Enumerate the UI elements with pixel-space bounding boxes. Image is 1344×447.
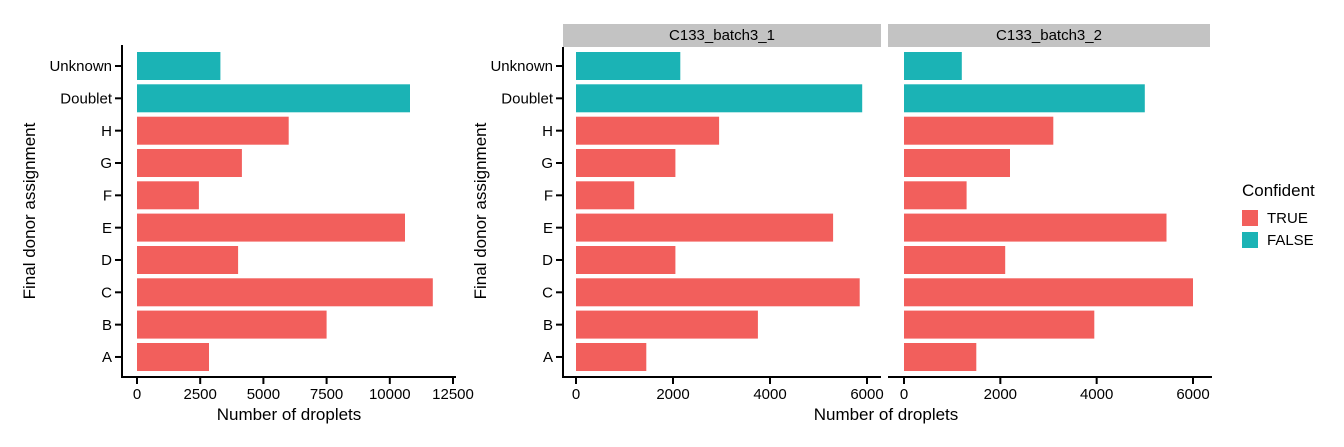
category-label: B	[102, 317, 112, 334]
x-tick-label: 12500	[432, 386, 474, 403]
facet-chart-x-axis-title: Number of droplets	[813, 405, 959, 424]
bar-e	[576, 213, 834, 242]
category-label: B	[543, 317, 553, 334]
category-label: G	[100, 155, 112, 172]
x-tick-label: 4000	[1080, 386, 1113, 403]
category-label: D	[101, 252, 112, 269]
x-tick-label: 7500	[310, 386, 343, 403]
legend-item-false: FALSE	[1242, 231, 1315, 249]
bar-c	[137, 278, 433, 307]
bar-doublet	[576, 84, 863, 113]
category-label: Doublet	[501, 91, 554, 108]
left-chart-panel: 0 2500 5000 7500 10000 12500 Unknown Doublet HGF…	[49, 45, 474, 403]
bar-d	[576, 246, 676, 274]
facet-strip-2: C133_batch3_2	[888, 24, 1210, 47]
category-label: H	[542, 123, 553, 140]
bar-a	[137, 343, 209, 371]
x-tick-label: 0	[133, 386, 141, 403]
x-tick-label: 0	[900, 386, 908, 403]
bar-b	[904, 310, 1095, 339]
x-tick-label: 10000	[369, 386, 411, 403]
x-tick-label: 5000	[247, 386, 280, 403]
category-label: Unknown	[490, 58, 553, 75]
legend: Confident TRUE FALSE	[1242, 181, 1315, 254]
legend-label-true: TRUE	[1267, 209, 1308, 227]
category-label: A	[543, 349, 553, 366]
bar-c	[904, 278, 1193, 307]
bar-unknown	[904, 52, 962, 80]
legend-title: Confident	[1242, 181, 1315, 200]
category-label: E	[102, 220, 112, 237]
bar-unknown	[576, 52, 681, 80]
legend-item-true: TRUE	[1242, 209, 1315, 227]
category-label: C	[542, 285, 553, 302]
category-label: H	[101, 123, 112, 140]
bar-g	[137, 149, 242, 177]
category-label: A	[102, 349, 112, 366]
bar-h	[137, 116, 289, 145]
bar-c	[576, 278, 860, 307]
category-label: C	[101, 285, 112, 302]
bar-d	[904, 246, 1006, 274]
facet-strip-1: C133_batch3_1	[563, 24, 881, 47]
category-label: Doublet	[60, 91, 113, 108]
bar-e	[137, 213, 405, 242]
left-chart-y-axis-title: Final donor assignment	[20, 122, 39, 300]
category-label: G	[541, 155, 553, 172]
x-tick-label: 6000	[1176, 386, 1209, 403]
x-tick-label: 4000	[753, 386, 786, 403]
x-tick-label: 6000	[850, 386, 883, 403]
left-chart-x-axis-title: Number of droplets	[216, 405, 362, 424]
bar-g	[576, 149, 676, 177]
x-tick-label: 2000	[656, 386, 689, 403]
category-label: F	[103, 188, 112, 205]
bar-f	[137, 181, 199, 210]
bar-f	[904, 181, 967, 210]
bar-f	[576, 181, 635, 210]
bar-doublet	[137, 84, 410, 113]
bar-h	[904, 116, 1054, 145]
x-tick-label: 2000	[984, 386, 1017, 403]
bar-d	[137, 246, 239, 274]
bar-g	[904, 149, 1010, 177]
bar-doublet	[904, 84, 1145, 113]
category-label: D	[542, 252, 553, 269]
category-label: F	[544, 188, 553, 205]
legend-swatch-true-icon	[1242, 210, 1258, 226]
facet-chart-y-axis-title: Final donor assignment	[471, 122, 490, 300]
bar-a	[576, 343, 647, 371]
x-tick-label: 0	[572, 386, 580, 403]
category-label: Unknown	[49, 58, 112, 75]
legend-label-false: FALSE	[1267, 231, 1314, 249]
bar-h	[576, 116, 720, 145]
facet-panel-2: 0 2000 4000 6000	[888, 52, 1212, 403]
bar-unknown	[137, 52, 221, 80]
category-label: E	[543, 220, 553, 237]
bar-e	[904, 213, 1167, 242]
bar-a	[904, 343, 977, 371]
bar-b	[576, 310, 758, 339]
legend-swatch-false-icon	[1242, 232, 1258, 248]
x-tick-label: 2500	[184, 386, 217, 403]
bar-b	[137, 310, 327, 339]
